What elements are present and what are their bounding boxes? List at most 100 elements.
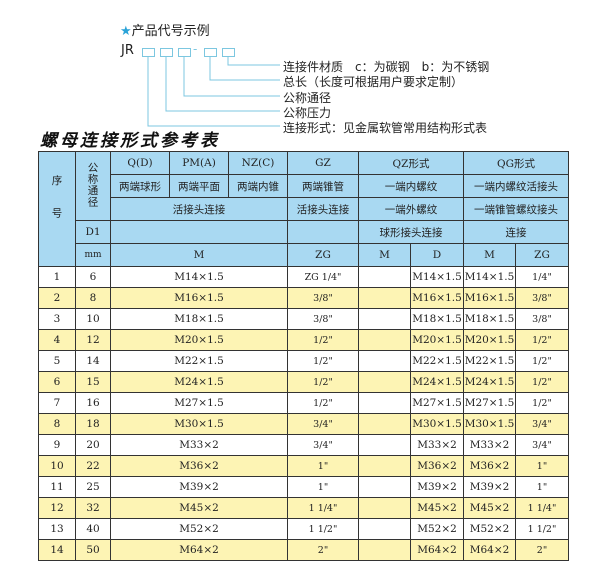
cell-zg: 3/8" — [287, 308, 359, 330]
cell-qz-m — [358, 392, 411, 414]
cell-seq: 14 — [38, 539, 76, 561]
cell-m: M18×1.5 — [110, 308, 288, 330]
cell-zg: 1" — [287, 476, 359, 498]
label-length: 总长（长度可根据用户要求定制） — [283, 75, 464, 89]
cell-m: M24×1.5 — [110, 371, 288, 393]
table-row: 13 40 M52×2 1 1/2" M52×2 M52×2 1 1/2" — [38, 518, 569, 540]
code-box-length — [204, 48, 217, 57]
cell-zg: 1/2" — [287, 350, 359, 372]
cell-qg-zg: 1/4" — [515, 266, 569, 288]
header-qz-type: 一端内螺纹 — [358, 174, 464, 198]
cell-zg: 3/4" — [287, 434, 359, 456]
code-prefix: JR — [121, 43, 134, 58]
label-diameter: 公称通径 — [283, 91, 332, 105]
cell-qz-m — [358, 497, 411, 519]
cell-qz-d: M22×1.5 — [410, 350, 464, 372]
cell-m: M33×2 — [110, 434, 288, 456]
cell-zg: 1 1/4" — [287, 497, 359, 519]
cell-qz-m — [358, 350, 411, 372]
code-box-pressure — [160, 48, 173, 57]
table-row: 3 10 M18×1.5 3/8" M18×1.5 M18×1.5 3/8" — [38, 308, 569, 330]
example-heading: ★产品代号示例 — [120, 20, 210, 39]
header-qg-zg: ZG — [515, 243, 569, 267]
cell-m: M20×1.5 — [110, 329, 288, 351]
cell-qz-m — [358, 266, 411, 288]
cell-qg-zg: 1" — [515, 455, 569, 477]
cell-m: M16×1.5 — [110, 287, 288, 309]
cell-qg-m: M52×2 — [463, 518, 516, 540]
cell-dn: 10 — [75, 308, 111, 330]
cell-qz-d: M20×1.5 — [410, 329, 464, 351]
cell-qg-m: M27×1.5 — [463, 392, 516, 414]
header-qg-conn: 连接 — [463, 220, 569, 244]
cell-dn: 25 — [75, 476, 111, 498]
label-material: 连接件材质 c：为碳钢 b：为不锈钢 — [283, 60, 490, 74]
header-q-type: 两端球形 — [110, 174, 170, 198]
cell-m: M22×1.5 — [110, 350, 288, 372]
nut-connection-table: 序号 公称通径 Q(D) PM(A) NZ(C) GZ QZ形式 QG形式 两端球形 两端平… — [38, 151, 569, 561]
cell-qg-zg: 1 1/2" — [515, 518, 569, 540]
table-row: 8 18 M30×1.5 3/4" M30×1.5 M30×1.5 3/4" — [38, 413, 569, 435]
leader-lines — [147, 57, 280, 127]
cell-seq: 7 — [38, 392, 76, 414]
header-seq: 序号 — [38, 151, 76, 267]
cell-m: M45×2 — [110, 497, 288, 519]
table-row: 11 25 M39×2 1" M39×2 M39×2 1" — [38, 476, 569, 498]
cell-qg-zg: 1/2" — [515, 392, 569, 414]
cell-zg: 1/2" — [287, 329, 359, 351]
cell-seq: 5 — [38, 350, 76, 372]
cell-qg-zg: 3/8" — [515, 308, 569, 330]
cell-zg: 1/2" — [287, 392, 359, 414]
cell-m: M36×2 — [110, 455, 288, 477]
header-qg-taper: 一端锥管螺纹接头 — [463, 197, 569, 221]
cell-qg-zg: 3/8" — [515, 287, 569, 309]
cell-seq: 6 — [38, 371, 76, 393]
cell-m: M52×2 — [110, 518, 288, 540]
header-dn: 公称通径 — [75, 151, 111, 221]
header-nz: NZ(C) — [228, 151, 288, 175]
cell-dn: 22 — [75, 455, 111, 477]
table-row: 4 12 M20×1.5 1/2" M20×1.5 M20×1.5 1/2" — [38, 329, 569, 351]
cell-qz-m — [358, 455, 411, 477]
cell-qg-m: M16×1.5 — [463, 287, 516, 309]
cell-seq: 13 — [38, 518, 76, 540]
cell-seq: 1 — [38, 266, 76, 288]
cell-seq: 11 — [38, 476, 76, 498]
cell-seq: 8 — [38, 413, 76, 435]
cell-qz-d: M24×1.5 — [410, 371, 464, 393]
cell-qg-zg: 1 1/4" — [515, 497, 569, 519]
header-mm: mm — [75, 243, 111, 267]
cell-seq: 3 — [38, 308, 76, 330]
cell-qg-m: M24×1.5 — [463, 371, 516, 393]
table-row: 1 6 M14×1.5 ZG 1/4" M14×1.5 M14×1.5 1/4" — [38, 266, 569, 288]
cell-qz-d: M14×1.5 — [410, 266, 464, 288]
cell-m: M14×1.5 — [110, 266, 288, 288]
header-gz-type: 两端锥管 — [287, 174, 359, 198]
cell-qz-d: M64×2 — [410, 539, 464, 561]
header-qg-m: M — [463, 243, 516, 267]
table-title: 螺母连接形式参考表 — [40, 131, 220, 151]
cell-qg-zg: 1/2" — [515, 371, 569, 393]
cell-m: M39×2 — [110, 476, 288, 498]
cell-dn: 6 — [75, 266, 111, 288]
header-qg-type: 一端内螺纹活接头 — [463, 174, 569, 198]
cell-dn: 20 — [75, 434, 111, 456]
cell-dn: 15 — [75, 371, 111, 393]
cell-qg-m: M30×1.5 — [463, 413, 516, 435]
table-row: 2 8 M16×1.5 3/8" M16×1.5 M16×1.5 3/8" — [38, 287, 569, 309]
header-zg: ZG — [287, 243, 359, 267]
label-connection: 连接形式：见金属软管常用结构形式表 — [283, 121, 488, 135]
cell-qg-zg: 2" — [515, 539, 569, 561]
header-qz-ball: 球形接头连接 — [358, 220, 464, 244]
cell-qz-d: M39×2 — [410, 476, 464, 498]
cell-qz-d: M18×1.5 — [410, 308, 464, 330]
cell-qz-m — [358, 518, 411, 540]
cell-qg-m: M14×1.5 — [463, 266, 516, 288]
cell-dn: 12 — [75, 329, 111, 351]
cell-seq: 9 — [38, 434, 76, 456]
header-d1: D1 — [75, 220, 111, 244]
cell-dn: 8 — [75, 287, 111, 309]
cell-qg-zg: 3/4" — [515, 413, 569, 435]
cell-qg-m: M18×1.5 — [463, 308, 516, 330]
header-qg: QG形式 — [463, 151, 569, 175]
